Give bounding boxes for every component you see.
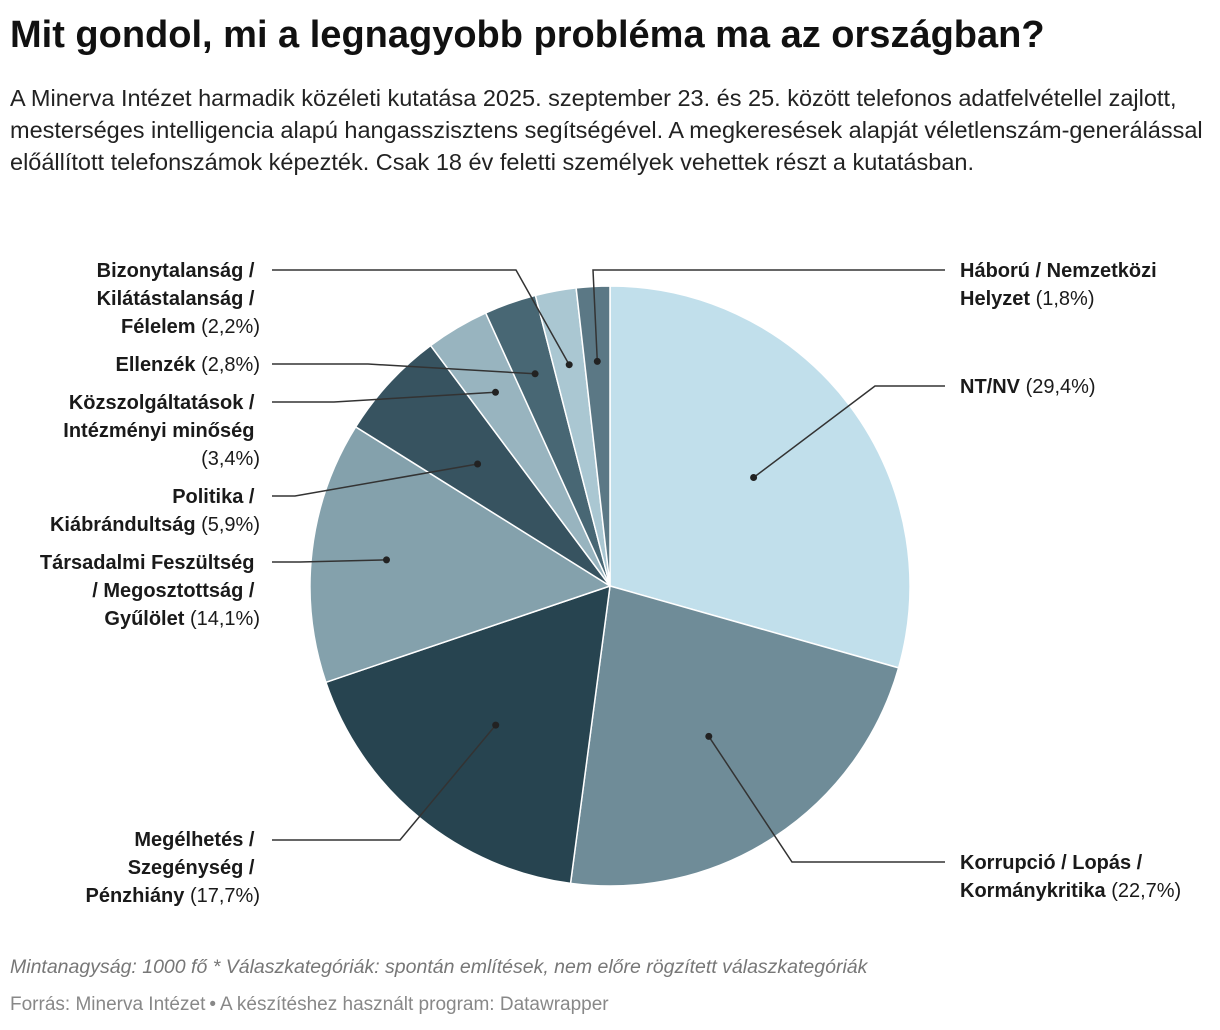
leader-dot-haboru [593, 357, 601, 365]
leader-lines [272, 269, 945, 863]
label-megelhetes: Megélhetés / Szegénység / Pénzhiány (17,… [85, 829, 260, 907]
label-haboru: Háború / Nemzetközi Helyzet (1,8%) [960, 260, 1162, 310]
label-politika: Politika / Kiábrándultság (5,9%) [50, 486, 260, 536]
label-nt-nv: NT/NV (29,4%) [960, 376, 1096, 398]
leader-dot-ellenzek [531, 370, 539, 378]
leader-dot-megelhetes [492, 721, 500, 729]
leader-line-bizonytalansag [272, 269, 570, 366]
source-label: Forrás: Minerva Intézet [10, 994, 206, 1015]
leader-dot-kozszolgaltatasok [492, 388, 499, 396]
chart-title: Mit gondol, mi a legnagyobb probléma ma … [10, 14, 1045, 56]
leader-line-korrupcio [708, 735, 945, 863]
label-ellenzek: Ellenzék (2,8%) [115, 354, 260, 376]
chart-description: A Minerva Intézet harmadik közéleti kuta… [10, 85, 1203, 175]
source-separator: • [209, 994, 216, 1015]
leader-dot-nt-nv [750, 474, 758, 481]
label-bizonytalansag: Bizonytalanság / Kilátástalanság / Félel… [97, 260, 260, 338]
leader-dot-politika [474, 460, 482, 468]
leader-line-tarsadalmi [272, 559, 387, 563]
leader-dot-tarsadalmi [383, 556, 390, 564]
label-kozszolgaltatasok: Közszolgáltatások / Intézményi minőség (… [63, 392, 260, 470]
leader-line-nt-nv [753, 385, 945, 479]
leader-line-haboru [592, 269, 945, 362]
leader-line-politika [272, 463, 478, 497]
leader-dot-korrupcio [705, 732, 713, 740]
pie-slices [309, 285, 911, 887]
leader-line-ellenzek [272, 363, 536, 375]
label-tarsadalmi: Társadalmi Feszültség / Megosztottság / … [40, 552, 260, 630]
sample-size-note: Mintanagyság: 1000 fő * Válaszkategóriák… [10, 956, 868, 978]
slice-tarsadalmi [309, 425, 612, 684]
source-line: Forrás: Minerva Intézet • A készítéshez ha… [10, 994, 609, 1016]
label-korrupcio: Korrupció / Lopás / Kormánykritika (22,7… [960, 852, 1181, 902]
leader-line-megelhetes [272, 724, 497, 841]
leader-dot-bizonytalansag [565, 361, 573, 369]
leader-line-kozszolgaltatasok [272, 391, 496, 403]
tool-label: A készítéshez használt program: Datawrap… [220, 994, 609, 1015]
